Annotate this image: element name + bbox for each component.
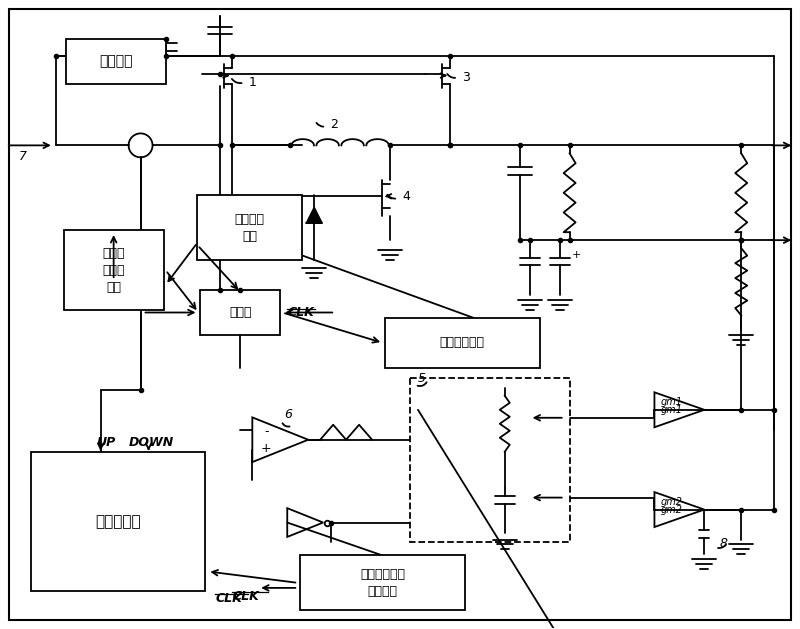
Text: CLK: CLK	[215, 593, 242, 605]
Bar	[64, 230, 163, 310]
Text: 驱动器: 驱动器	[229, 306, 252, 319]
Text: 8: 8	[719, 538, 727, 550]
Bar	[31, 452, 206, 591]
Bar	[201, 290, 280, 335]
Text: 4: 4	[402, 190, 410, 203]
Text: +: +	[572, 250, 581, 260]
Text: 防交迭驱动器: 防交迭驱动器	[440, 337, 485, 350]
Text: 有限状态机: 有限状态机	[95, 514, 141, 529]
Polygon shape	[306, 207, 322, 223]
Text: +: +	[261, 442, 272, 455]
Bar	[385, 318, 540, 368]
Bar	[198, 195, 302, 260]
Text: 1: 1	[248, 75, 256, 89]
Bar	[410, 378, 570, 542]
Text: 2: 2	[330, 118, 338, 131]
Text: DOWN: DOWN	[129, 436, 174, 448]
Text: 7: 7	[19, 150, 27, 164]
Text: 6: 6	[284, 408, 292, 421]
Text: -: -	[264, 425, 269, 438]
Text: 峰值电
流限制
模块: 峰值电 流限制 模块	[102, 247, 125, 294]
Bar	[66, 38, 166, 84]
Bar	[300, 555, 465, 610]
Text: gm1: gm1	[661, 398, 683, 408]
Text: gm2: gm2	[661, 497, 683, 507]
Text: CLK: CLK	[232, 591, 259, 603]
Text: 掉电检测: 掉电检测	[99, 54, 132, 68]
Text: 5: 5	[418, 372, 426, 385]
Text: CLK: CLK	[287, 306, 314, 320]
Text: 3: 3	[462, 70, 470, 84]
Text: UP: UP	[96, 436, 115, 448]
Text: 时钟及三角波
发生电路: 时钟及三角波 发生电路	[360, 568, 405, 598]
Text: gm2: gm2	[660, 504, 682, 515]
Text: gm1: gm1	[660, 405, 682, 415]
Text: 电流检测
模块: 电流检测 模块	[235, 213, 265, 243]
